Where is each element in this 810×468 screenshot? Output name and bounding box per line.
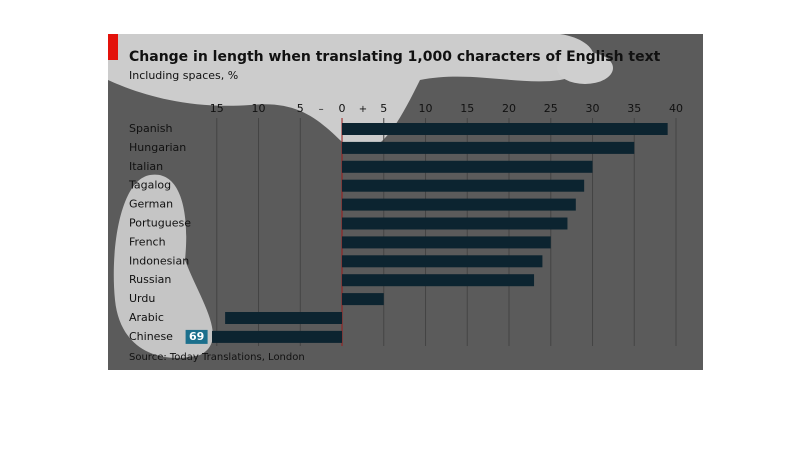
- y-tick-label: Hungarian: [129, 141, 186, 154]
- y-tick-label: Arabic: [129, 311, 164, 324]
- source: Source: Today Translations, London: [129, 352, 305, 363]
- bar: [342, 123, 668, 135]
- chart-title: Change in length when translating 1,000 …: [129, 49, 661, 65]
- axis-annotation: +: [359, 104, 367, 115]
- brand-tab: [108, 34, 118, 60]
- bars: [212, 123, 668, 343]
- x-tick-label: 10: [419, 102, 433, 115]
- bar: [342, 141, 635, 154]
- y-tick-label: Urdu: [129, 292, 155, 305]
- y-tick-label: Tagalog: [128, 179, 171, 192]
- x-tick-label: 30: [586, 102, 600, 115]
- bar: [342, 160, 593, 173]
- bar: [342, 293, 384, 306]
- y-tick-label: Spanish: [129, 122, 172, 135]
- bar: [342, 198, 576, 211]
- chart-subtitle: Including spaces, %: [129, 69, 238, 82]
- bar: [342, 217, 568, 230]
- x-tick-label: 25: [544, 102, 558, 115]
- y-tick-label: Italian: [129, 160, 163, 173]
- y-tick-label: French: [129, 235, 166, 248]
- overlay-blob: [108, 34, 594, 152]
- x-tick-label: 10: [252, 102, 266, 115]
- y-tick-label: Chinese: [129, 330, 173, 343]
- bar: [342, 274, 535, 287]
- bar: [342, 179, 585, 192]
- x-tick-label: 0: [339, 102, 346, 115]
- bar: [342, 255, 543, 268]
- bar: [212, 330, 343, 343]
- y-tick-label: Portuguese: [129, 217, 191, 230]
- value-label-box: [185, 329, 208, 344]
- x-tick-label: 5: [380, 102, 387, 115]
- overlay-blob: [557, 52, 613, 84]
- y-tick-label: Russian: [129, 273, 171, 286]
- x-tick-label: 35: [627, 102, 641, 115]
- x-tick-label: 5: [297, 102, 304, 115]
- x-tick-label: 40: [669, 102, 683, 115]
- axis-annotation: –: [319, 104, 324, 115]
- x-tick-label: 20: [502, 102, 516, 115]
- y-tick-label: Indonesian: [129, 254, 189, 267]
- bar: [225, 312, 343, 324]
- x-tick-label: 15: [210, 102, 224, 115]
- y-tick-label: German: [129, 198, 173, 211]
- bar: [342, 236, 551, 249]
- overlay-blob: [113, 174, 213, 358]
- value-label: 69: [189, 330, 204, 343]
- x-tick-label: 15: [460, 102, 474, 115]
